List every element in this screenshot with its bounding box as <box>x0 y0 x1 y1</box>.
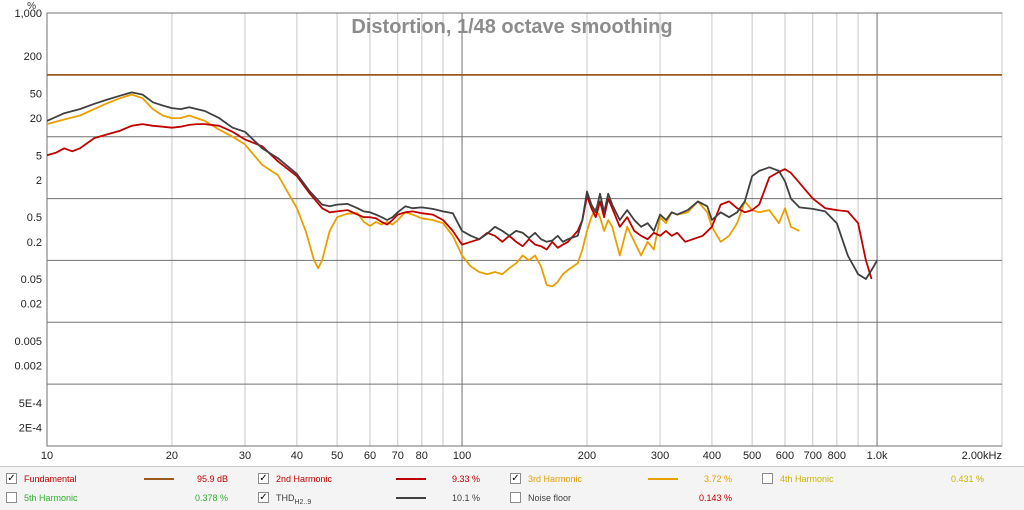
series-line-2nd-harmonic <box>46 123 873 280</box>
legend-item-3rd-harmonic-label: 3rd Harmonic <box>528 474 583 484</box>
legend-item-noise-floor-label: Noise floor <box>528 493 572 503</box>
legend-item-2nd-harmonic-label: 2nd Harmonic <box>276 474 333 484</box>
y-tick-label: 0.05 <box>21 274 42 286</box>
x-tick-label: 1.0k <box>867 450 888 462</box>
x-tick-label: 40 <box>291 450 303 462</box>
legend-item-4th-harmonic-label: 4th Harmonic <box>780 474 834 484</box>
legend-item-3rd-harmonic-value: 3.72 % <box>703 474 732 484</box>
legend-item-2nd-harmonic-value: 9.33 % <box>451 474 480 484</box>
legend-item-noise-floor-value: 0.143 % <box>698 493 732 503</box>
legend-item-fundamental-value: 95.9 dB <box>196 474 228 484</box>
legend-item-3rd-harmonic-swatch <box>648 478 678 480</box>
legend-item-fundamental-label: Fundamental <box>24 474 77 484</box>
legend-item-fundamental-checkbox[interactable]: ✓ <box>6 473 17 484</box>
y-tick-label: 2E-4 <box>19 422 42 434</box>
legend-item-thd: ✓ THDH2..9 10.1 % <box>258 490 503 506</box>
legend-item-2nd-harmonic: ✓ 2nd Harmonic 9.33 % <box>258 471 503 487</box>
legend-item-thd-value: 10.1 % <box>451 493 480 503</box>
x-tick-label: 50 <box>331 450 343 462</box>
x-tick-label: 200 <box>578 450 596 462</box>
y-tick-label: 2 <box>36 175 42 187</box>
legend-item-fundamental: ✓ Fundamental 95.9 dB <box>6 471 251 487</box>
y-axis-unit-label: % <box>27 1 36 12</box>
series-line-thd <box>46 91 878 280</box>
legend-item-4th-harmonic-value: 0.431 % <box>950 474 984 484</box>
legend-panel: ✓ Fundamental 95.9 dB ✓ 2nd Harmonic 9.33 % ✓ 3… <box>0 466 1024 510</box>
x-tick-label: 800 <box>828 450 846 462</box>
plot-frame <box>46 12 1003 447</box>
y-tick-label: 0.02 <box>21 299 42 311</box>
legend-item-thd-label: THDH2..9 <box>276 493 312 506</box>
legend-item-thd-checkbox[interactable]: ✓ <box>258 492 269 503</box>
y-tick-label: 5E-4 <box>19 398 42 410</box>
y-tick-label: 0.002 <box>14 361 42 373</box>
y-tick-label: 20 <box>30 113 42 125</box>
legend-item-5th-harmonic-checkbox[interactable] <box>6 492 17 503</box>
x-tick-label: 100 <box>453 450 471 462</box>
legend-item-thd-swatch <box>396 497 426 499</box>
legend-item-2nd-harmonic-swatch <box>396 478 426 480</box>
x-tick-label: 80 <box>416 450 428 462</box>
y-tick-label: 0.5 <box>27 212 42 224</box>
x-tick-label: 10 <box>41 450 53 462</box>
x-tick-label: 20 <box>166 450 178 462</box>
chart-plot-area: 10 20 30 40 50 60 70 80 100 200 300 400 500 600 700 800… <box>14 1 1003 462</box>
y-tick-label: 5 <box>36 150 42 162</box>
legend-item-4th-harmonic: 4th Harmonic 0.431 % <box>762 471 1007 487</box>
x-tick-label: 500 <box>743 450 761 462</box>
y-tick-label: 50 <box>30 88 42 100</box>
legend-item-3rd-harmonic: ✓ 3rd Harmonic 3.72 % <box>510 471 755 487</box>
legend-item-thd-label-subscript: H2..9 <box>294 499 312 506</box>
legend-item-4th-harmonic-checkbox[interactable] <box>762 473 773 484</box>
legend-item-fundamental-swatch <box>144 478 174 480</box>
legend-item-5th-harmonic-label: 5th Harmonic <box>24 493 78 503</box>
x-tick-label: 70 <box>392 450 404 462</box>
y-tick-label: 0.005 <box>14 336 42 348</box>
x-tick-label: 400 <box>703 450 721 462</box>
tick-labels: 10 20 30 40 50 60 70 80 100 200 300 400 500 600 700 800… <box>14 8 1002 462</box>
x-tick-label: 60 <box>364 450 376 462</box>
legend-item-5th-harmonic-value: 0.378 % <box>194 493 228 503</box>
legend-item-noise-floor: Noise floor 0.143 % <box>510 490 755 506</box>
legend-item-5th-harmonic: 5th Harmonic 0.378 % <box>6 490 251 506</box>
y-tick-label: 200 <box>24 51 42 63</box>
legend-item-2nd-harmonic-checkbox[interactable]: ✓ <box>258 473 269 484</box>
x-tick-label: 30 <box>239 450 251 462</box>
y-tick-label: 0.2 <box>27 237 42 249</box>
x-tick-label: 700 <box>804 450 822 462</box>
distortion-chart: 10 20 30 40 50 60 70 80 100 200 300 400 500 600 700 800… <box>14 1 1003 462</box>
series-lines <box>46 74 1002 288</box>
x-tick-label: 300 <box>651 450 669 462</box>
x-tick-label: 600 <box>776 450 794 462</box>
legend-item-noise-floor-checkbox[interactable] <box>510 492 521 503</box>
y-tick-label: 1,000 <box>14 8 42 20</box>
chart-title: Distortion, 1/48 octave smoothing <box>351 16 672 38</box>
x-tick-label: 2.00kHz <box>962 450 1002 462</box>
legend-item-3rd-harmonic-checkbox[interactable]: ✓ <box>510 473 521 484</box>
